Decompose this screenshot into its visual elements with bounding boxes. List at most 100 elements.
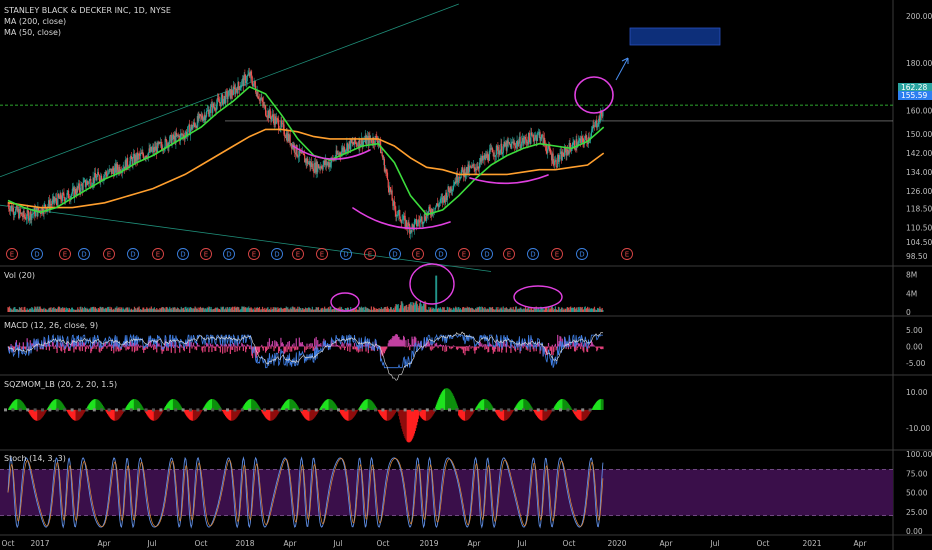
candle-body xyxy=(164,138,166,149)
squeeze-momentum-bar xyxy=(353,409,356,416)
volume-bar xyxy=(51,309,53,312)
squeeze-dot xyxy=(240,408,244,412)
macd-histogram-bar xyxy=(237,342,239,347)
squeeze-momentum-bar xyxy=(74,409,76,421)
volume-bar xyxy=(444,309,446,312)
squeeze-momentum-bar xyxy=(562,399,564,410)
time-axis[interactable]: Oct 2017 Apr Jul Oct 2018 Apr Jul Oct 2019 Apr Jul O… xyxy=(2,539,868,548)
squeeze-momentum-bar xyxy=(136,400,139,410)
event-marker-label: E xyxy=(10,251,14,259)
squeeze-momentum-pane[interactable] xyxy=(4,388,604,443)
macd-histogram-bar xyxy=(380,346,382,359)
macd-histogram-bar xyxy=(98,346,100,352)
volume-bar xyxy=(550,309,552,312)
squeeze-momentum-bar xyxy=(498,409,501,418)
macd-histogram-bar xyxy=(601,346,603,349)
volume-bar xyxy=(177,308,179,312)
macd-histogram-bar xyxy=(307,345,310,347)
squeeze-momentum-bar xyxy=(550,409,552,414)
macd-histogram-bar xyxy=(494,346,496,352)
squeeze-momentum-bar xyxy=(267,409,269,420)
candle-body xyxy=(143,155,145,159)
candle-body xyxy=(524,136,527,140)
candle-body xyxy=(209,113,211,117)
macd-histogram-bar xyxy=(213,346,215,348)
squeeze-momentum-bar xyxy=(224,409,226,415)
macd-histogram-bar xyxy=(123,346,126,348)
macd-pane[interactable] xyxy=(7,331,604,381)
squeeze-momentum-bar xyxy=(154,409,156,421)
squeeze-momentum-bar xyxy=(350,409,353,420)
squeeze-momentum-bar xyxy=(580,409,583,421)
squeeze-momentum-bar xyxy=(327,399,329,410)
time-axis-tick: Jul xyxy=(709,539,719,548)
squeeze-momentum-bar xyxy=(205,404,207,410)
candle-body xyxy=(412,225,415,230)
volume-bar xyxy=(110,308,112,312)
volume-bar xyxy=(567,307,569,312)
macd-histogram-bar xyxy=(387,343,389,347)
squeeze-momentum-bar xyxy=(72,409,74,420)
candle-body xyxy=(437,205,439,207)
volume-bar xyxy=(133,309,135,312)
candle-body xyxy=(199,114,202,117)
volume-bar xyxy=(85,308,87,312)
macd-histogram-bar xyxy=(281,342,284,347)
squeeze-momentum-bar xyxy=(478,402,481,410)
macd-histogram-bar xyxy=(396,334,398,347)
macd-histogram-bar xyxy=(97,342,99,347)
macd-histogram-bar xyxy=(456,346,458,351)
candle-body xyxy=(271,117,273,120)
event-marker-label: D xyxy=(130,251,135,259)
candle-body xyxy=(214,106,216,110)
candle-body xyxy=(346,143,348,150)
squeeze-momentum-bar xyxy=(87,406,89,410)
macd-histogram-bar xyxy=(227,346,229,349)
candle-body xyxy=(122,169,124,170)
candle-body xyxy=(308,161,310,163)
volume-pane[interactable] xyxy=(7,275,604,312)
squeeze-momentum-bar xyxy=(63,405,65,410)
macd-histogram-bar xyxy=(182,346,185,350)
candle-body xyxy=(255,92,257,96)
candle-body xyxy=(173,134,175,140)
candle-body xyxy=(21,215,24,217)
squeeze-momentum-bar xyxy=(335,405,337,410)
candle-body xyxy=(258,98,260,100)
event-marker-label: D xyxy=(81,251,86,259)
macd-histogram-bar xyxy=(205,346,207,348)
candle-body xyxy=(155,146,157,151)
stochastic-pane[interactable] xyxy=(0,456,893,529)
squeeze-momentum-bar xyxy=(286,400,288,410)
candle-body xyxy=(483,155,485,158)
candle-body xyxy=(240,86,242,88)
macd-histogram-bar xyxy=(195,346,197,349)
candle-body xyxy=(444,197,446,202)
candle-body xyxy=(196,116,198,128)
squeeze-momentum-bar xyxy=(534,409,536,413)
squeeze-momentum-bar xyxy=(94,399,97,410)
volume-bar xyxy=(52,307,54,312)
volume-bar xyxy=(48,307,50,312)
right-price-axis[interactable]: 200.00180.00170.00160.00150.00142.00134.… xyxy=(906,12,932,536)
event-marker-earnings xyxy=(621,248,633,260)
candle-body xyxy=(434,207,436,213)
volume-bar xyxy=(156,309,159,312)
event-marker-label: D xyxy=(34,251,39,259)
candle-body xyxy=(414,220,416,223)
squeeze-momentum-bar xyxy=(116,409,119,420)
squeeze-momentum-bar xyxy=(382,409,384,419)
volume-bar xyxy=(491,307,493,312)
squeeze-momentum-bar xyxy=(570,407,572,410)
candle-body xyxy=(409,225,411,234)
candle-body xyxy=(113,170,115,177)
volume-bar xyxy=(370,309,372,312)
squeeze-momentum-bar xyxy=(292,400,294,410)
candle-body xyxy=(548,144,550,148)
squeeze-momentum-bar xyxy=(128,402,130,410)
candle-body xyxy=(261,98,264,102)
squeeze-momentum-bar xyxy=(296,405,298,410)
candle-body xyxy=(242,78,244,86)
